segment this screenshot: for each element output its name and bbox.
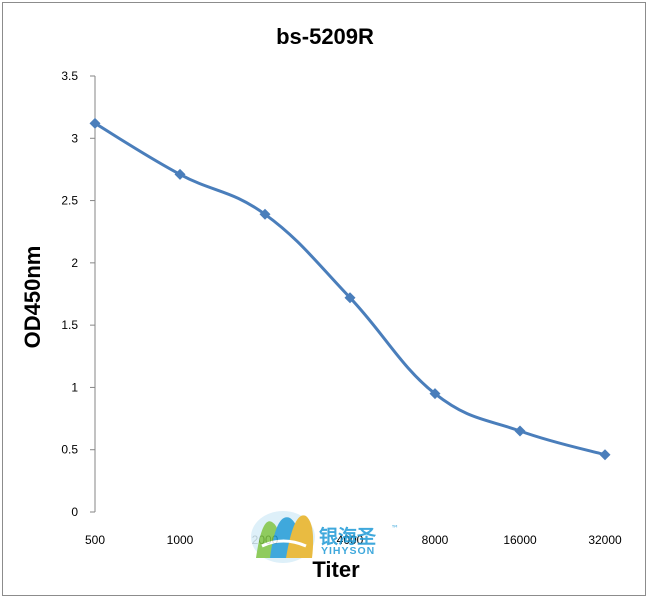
y-tick-label: 0.5 [61,443,78,457]
y-tick-label: 1.5 [61,318,78,332]
logo-cn-text: 银海圣 [319,525,377,548]
data-point-marker [599,449,611,461]
data-point-marker [259,208,271,220]
x-tick-label: 4000 [337,533,364,547]
series-markers [89,117,611,461]
chart-title: bs-5209R [276,24,374,49]
x-tick-label: 500 [85,533,105,547]
y-tick-label: 2.5 [61,194,78,208]
yihyson-logo: 银海圣 ™ YIHYSON [251,511,399,563]
x-tick-label: 1000 [167,533,194,547]
data-point-marker [89,117,101,129]
x-tick-label: 32000 [588,533,622,547]
data-point-marker [344,292,356,304]
y-axis-label: OD450nm [20,246,45,349]
logo-tm: ™ [391,524,399,533]
series-line [93,121,607,457]
logo-en-text: YIHYSON [321,545,375,557]
data-point-marker [429,388,441,400]
x-axis-label: Titer [312,557,360,582]
logo-mark-icon [251,511,315,563]
x-tick-label: 16000 [503,533,537,547]
y-axis-ticks: 0 0.5 1 1.5 2 2.5 3 3.5 [61,69,95,519]
y-tick-label: 2 [71,256,78,270]
y-tick-label: 1 [71,380,78,394]
x-tick-label: 8000 [422,533,449,547]
data-point-marker [514,425,526,437]
y-tick-label: 3 [71,131,78,145]
y-tick-label: 3.5 [61,69,78,83]
y-tick-label: 0 [71,505,78,519]
data-point-marker [174,168,186,180]
